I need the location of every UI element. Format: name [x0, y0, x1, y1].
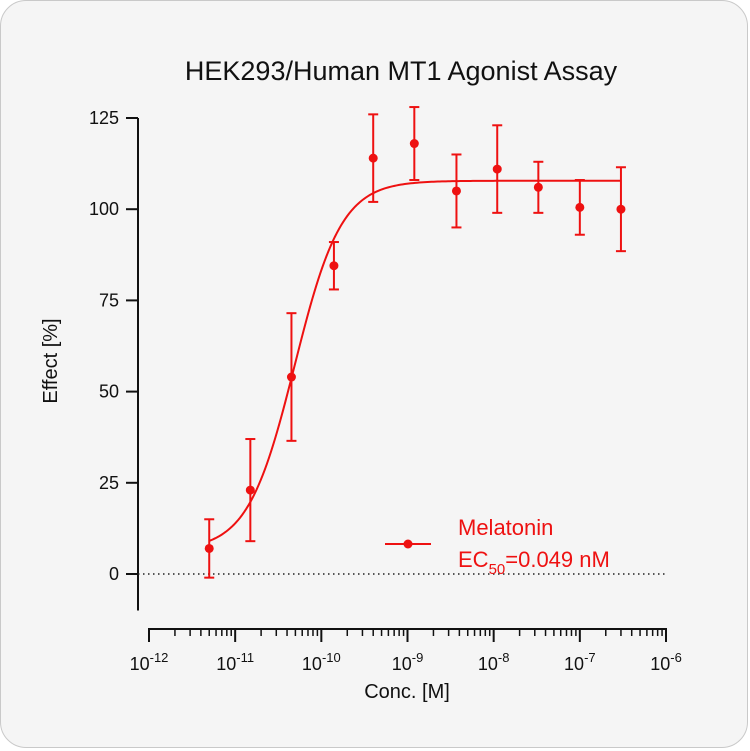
data-point — [492, 164, 502, 174]
data-point — [409, 139, 419, 149]
y-tick-label: 125 — [89, 108, 119, 128]
x-tick-exponent: -10 — [322, 650, 341, 665]
x-tick-exponent: -9 — [412, 650, 424, 665]
data-point — [616, 204, 626, 214]
data-point — [329, 261, 339, 271]
y-axis-label: Effect [%] — [40, 318, 62, 403]
legend: Melatonin EC50=0.049 nM — [385, 515, 610, 578]
y-tick-label: 75 — [99, 290, 119, 310]
data-point — [286, 372, 296, 382]
legend-marker — [403, 539, 413, 549]
x-tick-base: 10 — [130, 654, 150, 674]
x-tick-exponent: -8 — [498, 650, 510, 665]
data-point — [245, 485, 255, 495]
y-tick-label: 25 — [99, 473, 119, 493]
x-tick-label: 10-9 — [392, 650, 424, 674]
x-tick-label: 10-12 — [130, 650, 169, 674]
x-tick-exponent: -7 — [584, 650, 596, 665]
x-tick-exponent: -12 — [150, 650, 169, 665]
legend-ec50-prefix: EC — [458, 547, 489, 572]
y-tick-label: 100 — [89, 199, 119, 219]
data-point — [451, 186, 461, 196]
x-tick-exponent: -11 — [236, 650, 254, 665]
fit-curve — [208, 179, 621, 542]
data-point — [368, 153, 378, 163]
x-tick-base: 10 — [392, 654, 412, 674]
fit-curve-layer — [208, 179, 621, 542]
x-tick-base: 10 — [650, 654, 670, 674]
data-point — [575, 202, 585, 212]
legend-series-name: Melatonin — [458, 515, 553, 540]
data-point — [204, 543, 214, 553]
legend-ec50-value: =0.049 nM — [505, 547, 610, 572]
y-tick-label: 0 — [109, 564, 119, 584]
legend-ec50-sub: 50 — [489, 561, 506, 578]
x-tick-label: 10-11 — [216, 650, 254, 674]
x-axis-label: Conc. [M] — [364, 681, 450, 703]
y-tick-label: 50 — [99, 382, 119, 402]
x-tick-label: 10-7 — [564, 650, 596, 674]
x-tick-base: 10 — [564, 654, 584, 674]
x-tick-base: 10 — [302, 654, 322, 674]
chart-title: HEK293/Human MT1 Agonist Assay — [185, 56, 618, 86]
x-tick-label: 10-6 — [650, 650, 682, 674]
x-tick-label: 10-10 — [302, 650, 341, 674]
data-points-layer — [204, 106, 626, 579]
x-tick-base: 10 — [216, 654, 236, 674]
x-tick-base: 10 — [478, 654, 498, 674]
legend-ec50: EC50=0.049 nM — [458, 547, 610, 578]
x-tick-exponent: -6 — [670, 650, 682, 665]
x-tick-label: 10-8 — [478, 650, 510, 674]
data-point — [533, 182, 543, 192]
